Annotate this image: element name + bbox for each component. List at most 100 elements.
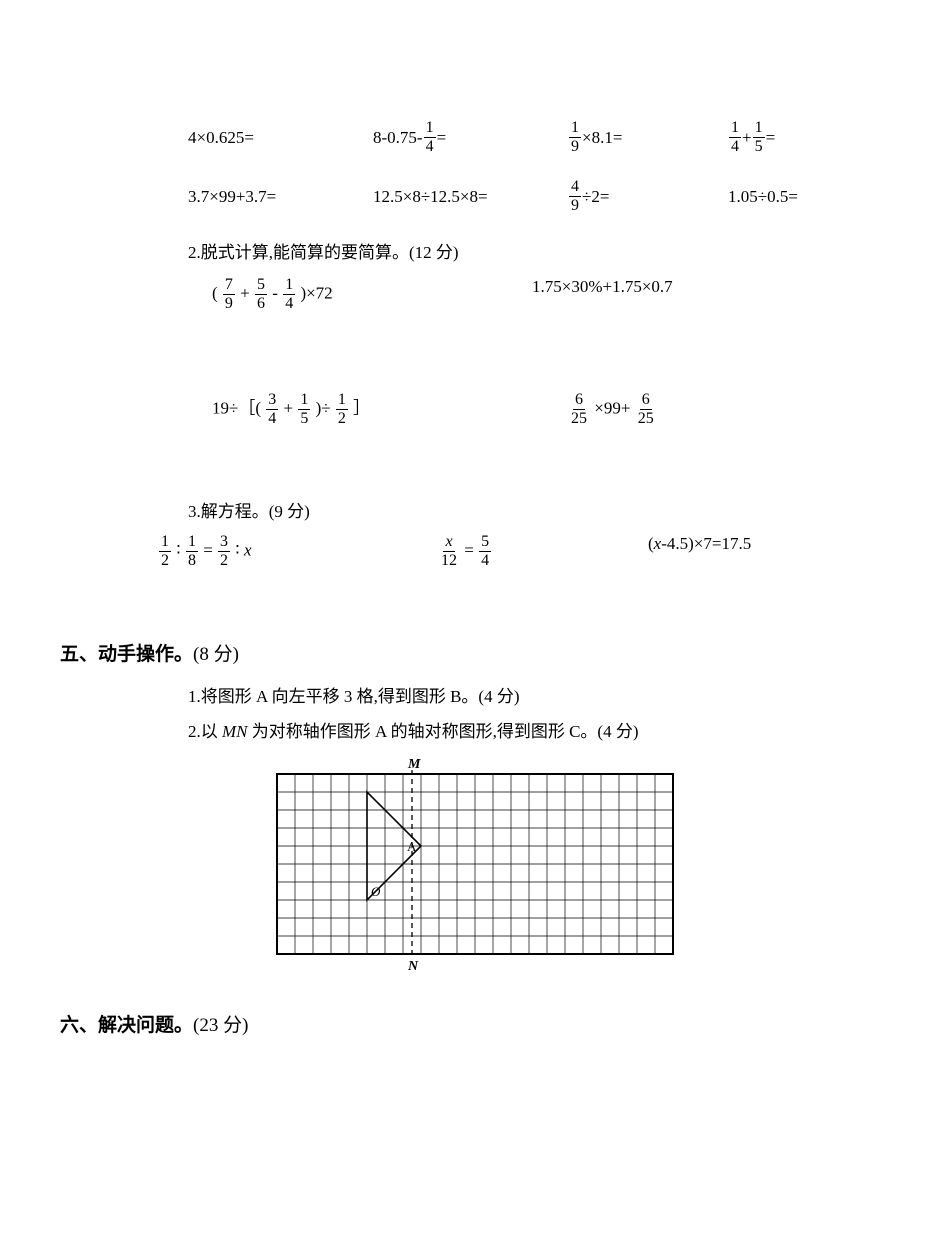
fraction-1-5: 1 5 — [753, 120, 765, 155]
expr-3.7x99+3.7: 3.7×99+3.7= — [188, 187, 373, 207]
arithmetic-row-1: 4×0.625= 8-0.75- 1 4 = 1 9 ×8.1= 1 4 + 1 — [188, 120, 890, 155]
text: ∶ — [235, 540, 239, 559]
eq-q3a: 12 ∶ 18 = 32 ∶ x — [158, 534, 438, 569]
numerator: 1 — [283, 277, 295, 295]
denominator: 4 — [266, 410, 278, 427]
text: + — [742, 128, 752, 148]
numerator: 7 — [223, 277, 235, 295]
denominator: 6 — [255, 295, 267, 312]
fraction-5-6: 56 — [255, 277, 267, 312]
fraction-1-4c: 14 — [283, 277, 295, 312]
eq-q3c: (x-4.5)×7=17.5 — [648, 534, 890, 569]
section-6-heading: 六、解决问题。(23 分) — [60, 1010, 890, 1037]
arithmetic-row-2: 3.7×99+3.7= 12.5×8÷12.5×8= 4 9 ÷2= 1.05÷… — [188, 179, 890, 214]
denominator: 9 — [569, 197, 581, 214]
numerator: 3 — [266, 392, 278, 410]
fraction-3-2: 32 — [218, 534, 230, 569]
expr-1.05div0.5: 1.05÷0.5= — [728, 187, 868, 207]
numerator: x — [443, 534, 454, 552]
denominator: 4 — [424, 138, 436, 155]
fraction-6-25b: 625 — [636, 392, 656, 427]
fraction-1-8: 18 — [186, 534, 198, 569]
expr-1/4+1/5: 1 4 + 1 5 = — [728, 120, 868, 155]
fraction-1-4: 1 4 — [424, 120, 436, 155]
text: 2.以 — [188, 722, 222, 741]
text: + — [240, 283, 250, 302]
denominator: 5 — [298, 410, 310, 427]
page-content: 4×0.625= 8-0.75- 1 4 = 1 9 ×8.1= 1 4 + 1 — [0, 0, 950, 1133]
text: 19÷［( — [212, 398, 261, 417]
variable-x: x — [244, 540, 252, 559]
numerator: 1 — [729, 120, 741, 138]
denominator: 4 — [479, 552, 491, 569]
q3-equation-row: 12 ∶ 18 = 32 ∶ x x12 = 54 (x-4.5)×7=17.5 — [188, 534, 890, 569]
s5-item-1: 1.将图形 A 向左平移 3 格,得到图形 B。(4 分) — [188, 682, 890, 707]
numerator: 1 — [186, 534, 198, 552]
numerator: 1 — [298, 392, 310, 410]
fraction-1-4b: 1 4 — [729, 120, 741, 155]
text: 为对称轴作图形 A 的轴对称图形,得到图形 C。(4 分) — [248, 722, 639, 741]
text: ×99+ — [594, 398, 630, 417]
denominator: 9 — [223, 295, 235, 312]
expr-q2c: 19÷［( 34 + 15 )÷ 12 ］ — [212, 392, 532, 427]
text: ］ — [353, 398, 370, 417]
denominator: 8 — [186, 552, 198, 569]
denominator: 9 — [569, 138, 581, 155]
numerator: 6 — [573, 392, 585, 410]
denominator: 12 — [439, 552, 459, 569]
q2-pair-2: 19÷［( 34 + 15 )÷ 12 ］ 625 ×99+ 625 — [212, 392, 890, 427]
fraction-3-4: 34 — [266, 392, 278, 427]
q2-heading: 2.脱式计算,能简算的要简算。(12 分) — [188, 238, 890, 263]
text: ∶ — [176, 540, 180, 559]
fraction-4-9: 4 9 — [569, 179, 581, 214]
denominator: 4 — [729, 138, 741, 155]
text: - — [272, 283, 278, 302]
q3-heading: 3.解方程。(9 分) — [188, 497, 890, 522]
denominator: 5 — [753, 138, 765, 155]
expr-1/9x8.1: 1 9 ×8.1= — [568, 120, 728, 155]
expr-12.5x8div: 12.5×8÷12.5×8= — [373, 187, 568, 207]
grid-figure: MNAO — [60, 754, 890, 974]
grid-svg: MNAO — [257, 754, 693, 974]
text: ( — [212, 283, 218, 302]
q2-pair-1: ( 79 + 56 - 14 )×72 1.75×30%+1.75×0.7 — [212, 277, 890, 312]
expr-8-0.75-1/4: 8-0.75- 1 4 = — [373, 120, 568, 155]
numerator: 3 — [218, 534, 230, 552]
text: ×8.1= — [582, 128, 622, 148]
fraction-6-25: 625 — [569, 392, 589, 427]
svg-text:A: A — [407, 839, 417, 854]
mn-label: MN — [222, 722, 248, 741]
denominator: 2 — [218, 552, 230, 569]
svg-text:O: O — [371, 884, 381, 899]
fraction-1-2b: 12 — [159, 534, 171, 569]
denominator: 25 — [569, 410, 589, 427]
points: (8 分) — [193, 644, 239, 665]
numerator: 1 — [424, 120, 436, 138]
numerator: 6 — [640, 392, 652, 410]
fraction-1-5b: 15 — [298, 392, 310, 427]
svg-text:N: N — [407, 959, 419, 974]
text: + — [284, 398, 294, 417]
fraction-5-4: 54 — [479, 534, 491, 569]
numerator: 5 — [255, 277, 267, 295]
text: = — [437, 128, 447, 148]
text: -4.5)×7=17.5 — [661, 534, 751, 553]
s5-item-2: 2.以 MN 为对称轴作图形 A 的轴对称图形,得到图形 C。(4 分) — [188, 717, 890, 742]
expr-4x0.625: 4×0.625= — [188, 128, 373, 148]
fraction-1-2: 12 — [336, 392, 348, 427]
fraction-x-12: x12 — [439, 534, 459, 569]
text: 8-0.75- — [373, 128, 423, 148]
expr-q2d: 625 ×99+ 625 — [532, 392, 890, 427]
text: = — [464, 540, 474, 559]
heading-text: 六、解决问题。 — [60, 1015, 193, 1036]
numerator: 4 — [569, 179, 581, 197]
eq-q3b: x12 = 54 — [438, 534, 648, 569]
points: (23 分) — [193, 1015, 248, 1036]
denominator: 2 — [159, 552, 171, 569]
numerator: 1 — [753, 120, 765, 138]
fraction-7-9: 79 — [223, 277, 235, 312]
numerator: 1 — [336, 392, 348, 410]
numerator: 5 — [479, 534, 491, 552]
numerator: 1 — [159, 534, 171, 552]
fraction-1-9: 1 9 — [569, 120, 581, 155]
